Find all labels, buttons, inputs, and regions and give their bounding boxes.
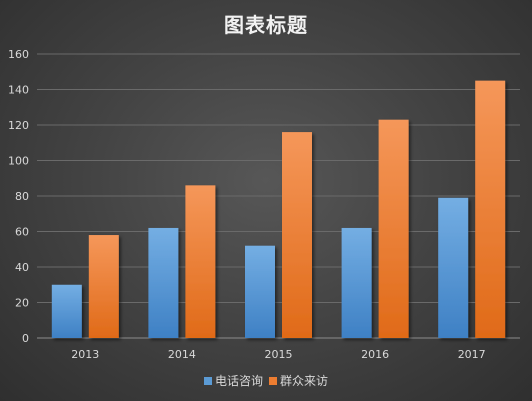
y-tick-label-160: 160: [8, 48, 29, 61]
chart-title: 图表标题: [224, 13, 308, 37]
bar-series-2-2016[interactable]: [378, 119, 409, 338]
legend: 电话咨询 群众来访: [0, 372, 532, 389]
bar-series-1-2015[interactable]: [245, 245, 275, 338]
legend-item-series-2[interactable]: 群众来访: [269, 372, 328, 389]
bar-series-1-2014[interactable]: [148, 227, 179, 338]
y-tick-label-0: 0: [22, 332, 29, 345]
bar-series-1-2016[interactable]: [341, 227, 372, 338]
legend-swatch-series-1: [203, 376, 212, 385]
x-tick-label-2014: 2014: [168, 348, 196, 361]
y-tick-label-80: 80: [15, 190, 29, 203]
x-tick-label-2017: 2017: [458, 348, 486, 361]
bar-series-2-2014[interactable]: [185, 185, 216, 338]
legend-label-series-2: 群众来访: [280, 374, 329, 388]
bar-series-1-2017[interactable]: [438, 197, 469, 338]
legend-label-series-1: 电话咨询: [214, 374, 263, 388]
bar-series-1-2013[interactable]: [51, 284, 82, 338]
y-tick-label-140: 140: [8, 84, 29, 97]
x-tick-label-2013: 2013: [71, 348, 99, 361]
y-tick-label-40: 40: [15, 261, 29, 274]
legend-swatch-series-2: [269, 376, 277, 385]
y-tick-label-20: 20: [15, 297, 29, 310]
bar-series-2-2015[interactable]: [282, 132, 312, 338]
bar-series-2-2013[interactable]: [88, 235, 119, 338]
x-tick-label-2016: 2016: [361, 348, 389, 361]
legend-item-series-1[interactable]: 电话咨询: [203, 372, 263, 389]
y-tick-label-60: 60: [15, 226, 29, 239]
y-tick-label-120: 120: [8, 119, 29, 132]
bar-series-2-2017[interactable]: [475, 80, 506, 338]
y-tick-label-100: 100: [8, 155, 29, 168]
x-tick-label-2015: 2015: [265, 348, 293, 361]
